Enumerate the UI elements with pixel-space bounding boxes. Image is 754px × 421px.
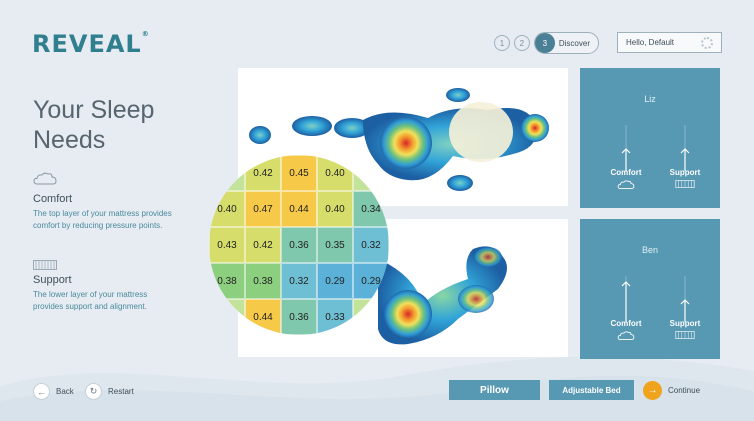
support-label: Support <box>669 168 701 177</box>
back-label: Back <box>56 387 74 396</box>
pressure-value-grid: 0.42 0.45 0.40 0.40 0.47 0.44 0.40 0.34 0.43 0.42… <box>209 155 389 335</box>
comfort-label: Comfort <box>610 168 642 177</box>
brand-logo: REVEAL® <box>32 30 150 58</box>
cloud-icon <box>33 172 57 185</box>
support-label: Support <box>669 319 701 328</box>
step-1[interactable]: 1 <box>494 35 510 51</box>
sleeper-name: Ben <box>641 245 658 255</box>
pressure-cell: 0.42 <box>245 155 281 191</box>
pressure-cell: 0.29 <box>317 263 353 299</box>
pressure-cell <box>209 299 245 335</box>
pressure-cell: 0.40 <box>209 191 245 227</box>
pressure-cell: 0.33 <box>317 299 353 335</box>
cloud-icon <box>617 180 635 189</box>
pillow-button[interactable]: Pillow <box>449 380 540 400</box>
comfort-level-arrow <box>621 276 631 322</box>
support-column: Support <box>660 319 710 339</box>
comfort-label: Comfort <box>610 319 642 328</box>
step-3-active[interactable]: 3 Discover <box>533 32 599 54</box>
pressure-cell <box>209 155 245 191</box>
pressure-zoom-magnifier: 0.42 0.45 0.40 0.40 0.47 0.44 0.40 0.34 0.43 0.42… <box>209 155 389 335</box>
pressure-cell: 0.35 <box>317 227 353 263</box>
support-level-arrow <box>680 276 690 322</box>
ben-heatmap-image <box>378 246 507 345</box>
comfort-column: Comfort <box>601 319 651 341</box>
user-select-value: Hello, Default <box>626 38 675 47</box>
page-title: Your Sleep Needs <box>33 96 155 154</box>
pressure-cell: 0.44 <box>245 299 281 335</box>
restart-icon: ↻ <box>85 383 102 400</box>
pressure-cell: 0.36 <box>281 299 317 335</box>
pressure-cell: 0.32 <box>281 263 317 299</box>
continue-label: Continue <box>668 386 701 395</box>
pressure-cell: 0.45 <box>281 155 317 191</box>
step-2[interactable]: 2 <box>513 35 530 51</box>
pressure-cell: 0.42 <box>245 227 281 263</box>
comfort-column: Comfort <box>601 168 651 190</box>
comfort-level-arrow <box>621 125 631 171</box>
support-level-arrow <box>680 125 690 171</box>
pressure-cell: 0.32 <box>353 227 389 263</box>
pressure-cell <box>353 299 389 335</box>
pressure-cell: 0.40 <box>317 155 353 191</box>
coil-icon <box>675 331 695 339</box>
cloud-icon <box>617 331 635 340</box>
support-description: The lower layer of your mattress provide… <box>33 290 148 311</box>
restart-button[interactable]: ↻ Restart <box>85 383 134 400</box>
step-3-label: Discover <box>558 38 590 48</box>
sleeper-card-liz[interactable]: Liz Comfort Support <box>580 68 720 208</box>
progress-stepper: 1 2 3 Discover <box>494 32 599 54</box>
arrow-left-icon: ← <box>33 383 50 400</box>
pressure-cell <box>353 155 389 191</box>
arrow-right-icon: → <box>643 381 662 400</box>
pressure-cell: 0.38 <box>245 263 281 299</box>
back-button[interactable]: ← Back <box>33 383 74 400</box>
sleeper-card-ben[interactable]: Ben Comfort Support <box>580 219 720 359</box>
pressure-cell: 0.44 <box>281 191 317 227</box>
liz-heatmap-image <box>249 88 549 191</box>
user-select[interactable]: Hello, Default <box>617 32 722 53</box>
sleeper-name: Liz <box>644 94 656 104</box>
pressure-cell: 0.29 <box>353 263 389 299</box>
pressure-cell: 0.40 <box>317 191 353 227</box>
support-column: Support <box>660 168 710 188</box>
comfort-heading: Comfort <box>33 193 73 205</box>
pressure-cell: 0.38 <box>209 263 245 299</box>
adjustable-bed-button[interactable]: Adjustable Bed <box>549 380 634 400</box>
comfort-description: The top layer of your mattress provides … <box>33 209 172 230</box>
step-3-number: 3 <box>534 33 555 53</box>
continue-button[interactable]: → Continue <box>643 381 700 400</box>
support-heading: Support <box>33 274 72 286</box>
gear-icon[interactable] <box>701 36 713 49</box>
restart-label: Restart <box>108 387 134 396</box>
coil-icon <box>675 180 695 188</box>
pressure-cell: 0.36 <box>281 227 317 263</box>
pressure-cell: 0.43 <box>209 227 245 263</box>
coil-icon <box>33 260 57 270</box>
pressure-cell: 0.34 <box>353 191 389 227</box>
pressure-cell: 0.47 <box>245 191 281 227</box>
